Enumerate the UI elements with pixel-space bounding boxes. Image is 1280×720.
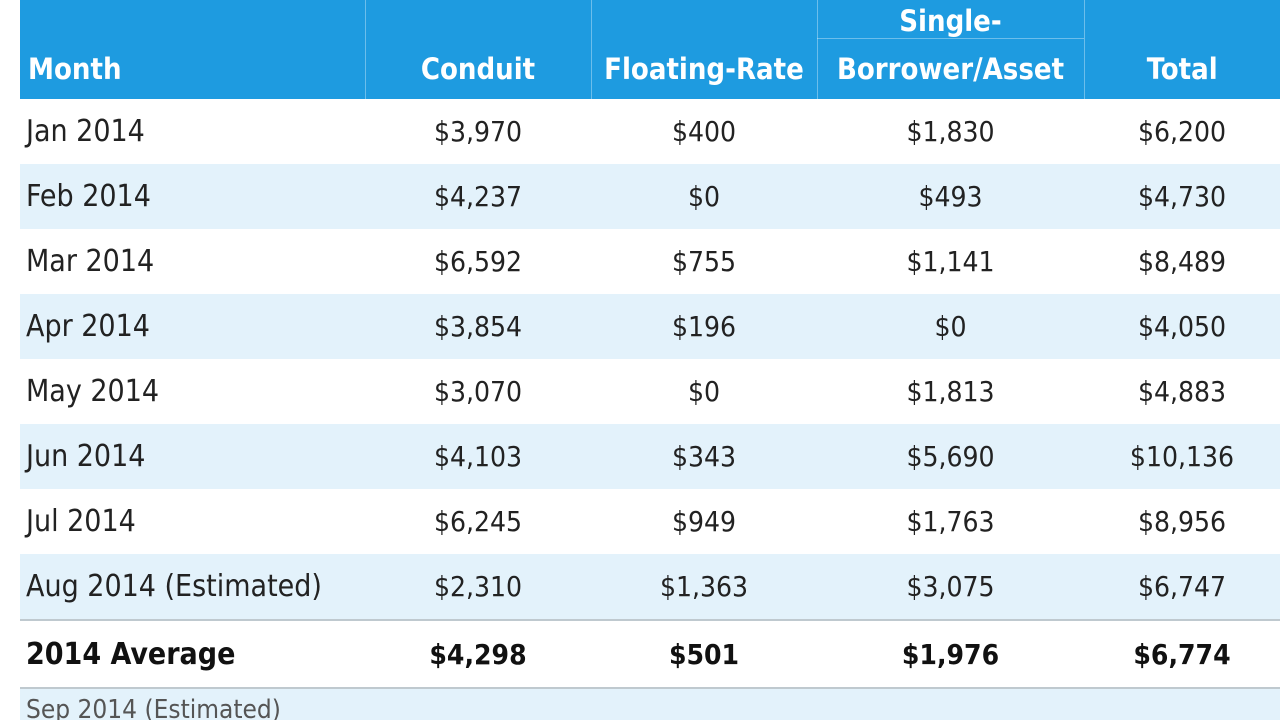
- header-spacer: [364, 0, 591, 39]
- cell-month: Jan 2014: [20, 99, 365, 164]
- cell-single-borrower-asset: [817, 688, 1084, 720]
- table-row: Aug 2014 (Estimated) $2,310 $1,363 $3,07…: [20, 554, 1280, 620]
- cell-month: Sep 2014 (Estimated): [20, 688, 365, 720]
- table-row-partial: Sep 2014 (Estimated): [20, 688, 1280, 720]
- header-spacer: [20, 0, 365, 39]
- cell-single-borrower-asset: $1,763: [817, 489, 1084, 554]
- cell-month: Apr 2014: [20, 294, 365, 359]
- cell-single-borrower-asset: $1,141: [817, 229, 1084, 294]
- cell-month: Mar 2014: [20, 229, 365, 294]
- cell-month: Feb 2014: [20, 164, 365, 229]
- header-row-top: Single-: [20, 0, 1280, 39]
- table-row: Apr 2014 $3,854 $196 $0 $4,050: [20, 294, 1280, 359]
- cell-total: $10,136: [1084, 424, 1280, 489]
- cell-floating-rate: $400: [591, 99, 817, 164]
- cell-floating-rate: $1,363: [591, 554, 817, 620]
- cell-month: Jul 2014: [20, 489, 365, 554]
- cell-total: $6,747: [1084, 554, 1280, 620]
- header-total: Total: [1083, 38, 1280, 99]
- cell-total: $6,200: [1084, 99, 1280, 164]
- cell-single-borrower-asset: $3,075: [817, 554, 1084, 620]
- cell-conduit: $6,245: [365, 489, 591, 554]
- header-single-borrower-asset: Borrower/Asset: [816, 38, 1084, 99]
- cell-single-borrower-asset: $1,830: [817, 99, 1084, 164]
- cell-conduit: $4,103: [365, 424, 591, 489]
- cell-single-borrower-asset: $1,813: [817, 359, 1084, 424]
- cell-single-borrower-asset: $493: [817, 164, 1084, 229]
- cell-floating-rate: $343: [591, 424, 817, 489]
- table-row: May 2014 $3,070 $0 $1,813 $4,883: [20, 359, 1280, 424]
- cell-month: Aug 2014 (Estimated): [20, 554, 365, 620]
- cell-total: $8,956: [1084, 489, 1280, 554]
- cell-conduit: $3,970: [365, 99, 591, 164]
- header-single-top: Single-: [816, 0, 1084, 39]
- cell-conduit: $4,298: [365, 619, 591, 689]
- issuance-table: Single- Month Conduit Floating-Rate Borr…: [20, 0, 1280, 720]
- cell-single-borrower-asset: $5,690: [817, 424, 1084, 489]
- cell-floating-rate: $196: [591, 294, 817, 359]
- cell-single-borrower-asset: $1,976: [817, 619, 1084, 689]
- header-row: Month Conduit Floating-Rate Borrower/Ass…: [20, 38, 1280, 99]
- header-conduit: Conduit: [364, 38, 591, 99]
- cell-month: Jun 2014: [20, 424, 365, 489]
- cell-floating-rate: $501: [591, 619, 817, 689]
- cell-floating-rate: $0: [591, 164, 817, 229]
- cell-conduit: $3,070: [365, 359, 591, 424]
- table-body: Jan 2014 $3,970 $400 $1,830 $6,200 Feb 2…: [20, 99, 1280, 720]
- cell-total: $4,883: [1084, 359, 1280, 424]
- cell-floating-rate: $949: [591, 489, 817, 554]
- table-row: Jul 2014 $6,245 $949 $1,763 $8,956: [20, 489, 1280, 554]
- table-row: Jan 2014 $3,970 $400 $1,830 $6,200: [20, 99, 1280, 164]
- cell-total: [1084, 688, 1280, 720]
- table-row: Mar 2014 $6,592 $755 $1,141 $8,489: [20, 229, 1280, 294]
- cell-total: $4,730: [1084, 164, 1280, 229]
- cell-conduit: $3,854: [365, 294, 591, 359]
- table-header: Single- Month Conduit Floating-Rate Borr…: [20, 0, 1280, 99]
- cell-conduit: $6,592: [365, 229, 591, 294]
- header-spacer: [590, 0, 817, 39]
- cell-floating-rate: $755: [591, 229, 817, 294]
- table-row: Jun 2014 $4,103 $343 $5,690 $10,136: [20, 424, 1280, 489]
- cell-floating-rate: $0: [591, 359, 817, 424]
- cell-conduit: $2,310: [365, 554, 591, 620]
- cell-total: $4,050: [1084, 294, 1280, 359]
- header-spacer: [1083, 0, 1280, 39]
- header-floating-rate: Floating-Rate: [590, 38, 817, 99]
- table-row: Feb 2014 $4,237 $0 $493 $4,730: [20, 164, 1280, 229]
- average-row: 2014 Average $4,298 $501 $1,976 $6,774: [20, 619, 1280, 689]
- cell-total: $8,489: [1084, 229, 1280, 294]
- cell-conduit: [365, 688, 591, 720]
- cell-floating-rate: [591, 688, 817, 720]
- cell-total: $6,774: [1084, 619, 1280, 689]
- cell-month: 2014 Average: [20, 619, 365, 689]
- cell-single-borrower-asset: $0: [817, 294, 1084, 359]
- header-month: Month: [20, 38, 365, 99]
- cell-conduit: $4,237: [365, 164, 591, 229]
- cell-month: May 2014: [20, 359, 365, 424]
